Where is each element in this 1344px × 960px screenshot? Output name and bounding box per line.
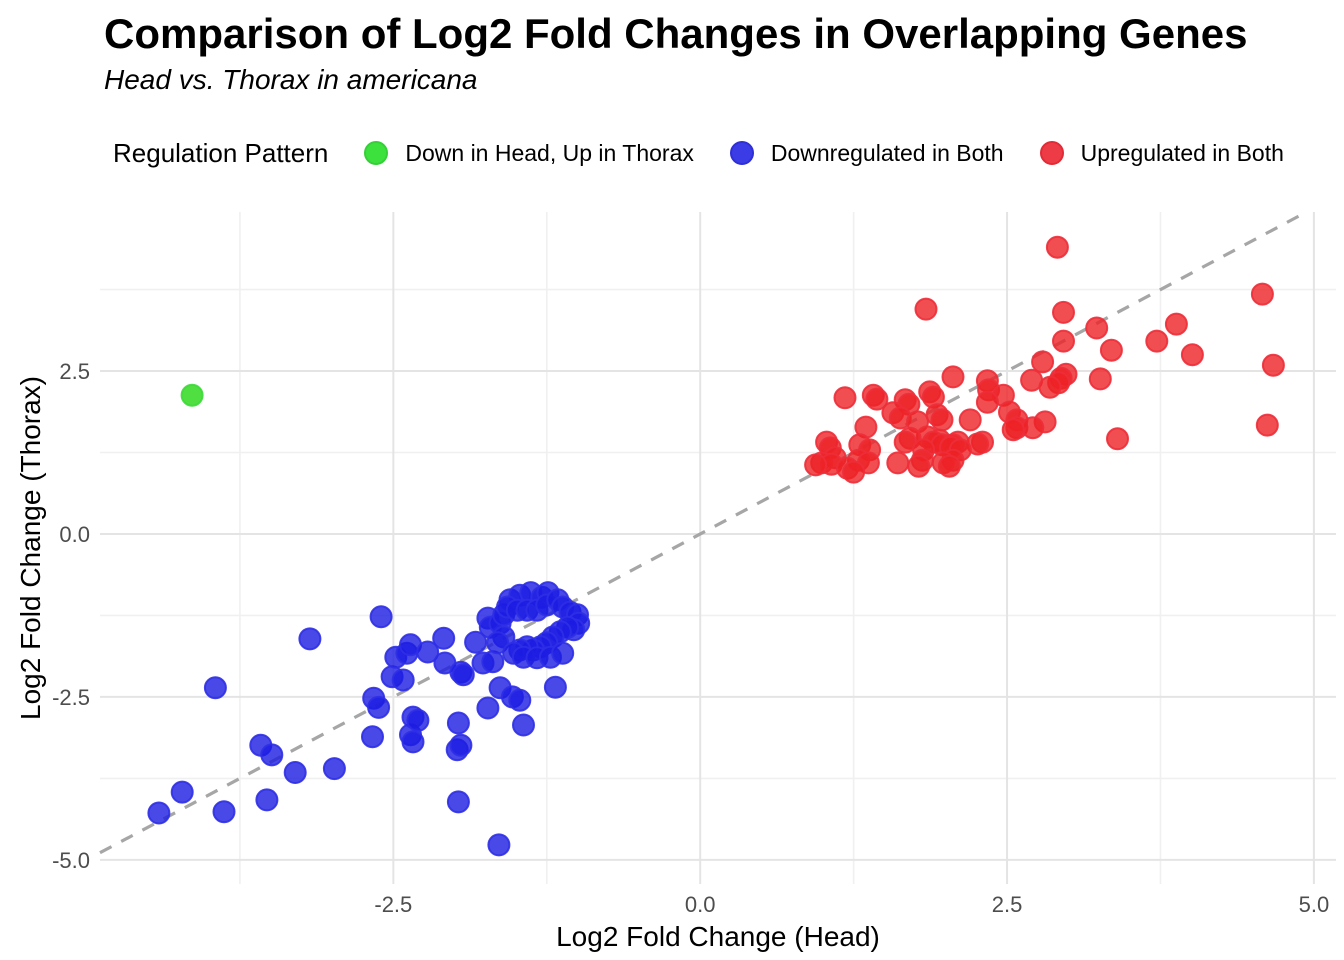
legend-item-label: Down in Head, Up in Thorax: [405, 139, 694, 166]
data-point: [449, 733, 473, 757]
data-point: [432, 626, 456, 650]
data-point: [401, 730, 425, 754]
data-point: [958, 408, 982, 432]
data-point: [487, 833, 511, 857]
data-point: [361, 725, 384, 749]
y-axis-tick-label: -5.0: [52, 848, 90, 873]
data-point: [1145, 329, 1169, 353]
data-point: [1099, 338, 1123, 362]
x-axis-tick-label: 0.0: [685, 892, 716, 917]
data-point: [1031, 350, 1055, 374]
series-upregulated-in-both: [804, 235, 1285, 484]
data-point: [886, 451, 910, 475]
data-point: [833, 386, 857, 410]
data-point: [170, 780, 194, 804]
data-point: [464, 630, 488, 654]
data-point: [451, 663, 475, 687]
grid-minor: [100, 212, 1336, 884]
grid-major: [100, 212, 1336, 884]
data-point: [255, 788, 279, 812]
identity-line: [99, 210, 1308, 855]
data-point: [930, 408, 954, 432]
data-point: [1085, 316, 1109, 340]
data-point: [1052, 329, 1075, 353]
y-axis-tick-label: 0.0: [59, 522, 90, 547]
data-point: [367, 695, 391, 719]
data-point: [1045, 235, 1069, 259]
chart-title: Comparison of Log2 Fold Changes in Overl…: [104, 10, 1248, 57]
x-axis-tick-label: 5.0: [1299, 892, 1330, 917]
data-point: [1250, 282, 1274, 306]
data-point: [937, 454, 961, 478]
y-axis-tick-label: 2.5: [59, 359, 90, 384]
data-point: [298, 627, 322, 651]
data-point: [907, 454, 931, 478]
data-point: [416, 640, 440, 664]
y-axis-title: Log2 Fold Change (Thorax): [15, 376, 46, 720]
data-point: [543, 675, 567, 699]
data-point: [283, 761, 307, 784]
legend-title: Regulation Pattern: [113, 137, 329, 168]
data-point: [1255, 413, 1279, 437]
data-point: [1052, 300, 1075, 324]
red-dot-icon: [1039, 141, 1064, 165]
chart-subtitle: Head vs. Thorax in americana: [104, 64, 478, 95]
x-axis-title: Log2 Fold Change (Head): [556, 921, 880, 952]
data-point: [212, 800, 236, 824]
data-point: [180, 383, 204, 407]
data-point: [481, 650, 505, 674]
legend-item-label: Downregulated in Both: [770, 139, 1004, 166]
legend: Regulation Pattern Down in Head, Up in T…: [113, 134, 1284, 172]
data-point: [865, 387, 889, 411]
data-point: [1001, 418, 1025, 442]
data-point: [203, 676, 227, 700]
data-point: [914, 297, 938, 321]
data-point: [369, 605, 393, 629]
data-point: [508, 688, 532, 712]
data-point: [147, 801, 171, 825]
data-point: [322, 757, 346, 781]
data-point: [1261, 353, 1285, 377]
data-point: [486, 631, 510, 655]
data-point: [446, 711, 470, 735]
data-point: [260, 743, 284, 767]
data-point: [551, 641, 575, 665]
data-point: [1180, 343, 1204, 367]
series-down-in-head-up-in-thorax: [180, 383, 204, 407]
data-point: [842, 460, 866, 484]
data-point: [1088, 367, 1112, 391]
data-point: [1021, 416, 1045, 440]
x-axis-tick-label: -2.5: [374, 892, 412, 917]
y-axis-tick-label: -2.5: [52, 685, 90, 710]
legend-item-upregulated-both: Upregulated in Both: [1039, 139, 1284, 167]
legend-item-down-head-up-thorax: Down in Head, Up in Thorax: [364, 140, 694, 167]
data-point: [804, 453, 828, 477]
data-point: [391, 668, 415, 692]
data-point: [446, 790, 470, 814]
data-point: [476, 696, 500, 720]
data-point: [1164, 312, 1188, 336]
data-point: [941, 365, 965, 389]
data-point: [1106, 427, 1129, 451]
data-point: [406, 708, 430, 732]
green-dot-icon: [364, 141, 389, 165]
legend-item-label: Upregulated in Both: [1080, 139, 1284, 166]
data-point: [1038, 375, 1062, 399]
data-point: [975, 390, 999, 414]
series-downregulated-in-both: [147, 581, 591, 857]
blue-dot-icon: [729, 141, 754, 165]
data-point: [512, 713, 535, 737]
x-axis-tick-label: 2.5: [992, 892, 1023, 917]
legend-item-downregulated-both: Downregulated in Both: [729, 139, 1004, 167]
